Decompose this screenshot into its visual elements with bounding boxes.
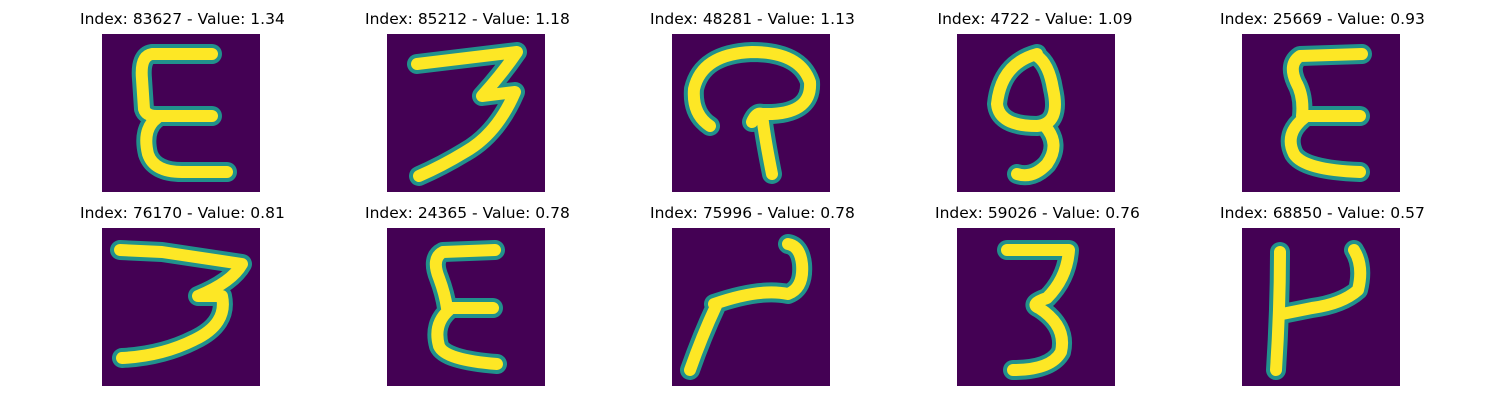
grid-cell-6: Index: 24365 - Value: 0.78 <box>365 204 570 386</box>
glyph-stroke-core <box>411 46 523 182</box>
digit-image-thumbnail <box>957 228 1115 386</box>
cell-title: Index: 83627 - Value: 1.34 <box>80 10 285 28</box>
digit-image-thumbnail <box>1242 228 1400 386</box>
digit-image-svg <box>102 228 260 386</box>
digit-image-thumbnail <box>672 34 830 192</box>
glyph-stroke-core <box>1270 244 1367 376</box>
grid-cell-2: Index: 48281 - Value: 1.13 <box>650 10 855 192</box>
digit-image-thumbnail <box>957 34 1115 192</box>
cell-title: Index: 4722 - Value: 1.09 <box>937 10 1133 28</box>
glyph-stroke-core <box>429 244 503 370</box>
cell-title: Index: 76170 - Value: 0.81 <box>80 204 285 222</box>
cell-title: Index: 75996 - Value: 0.78 <box>650 204 855 222</box>
digit-image-svg <box>672 34 830 192</box>
digit-image-svg <box>102 34 260 192</box>
digit-image-thumbnail <box>672 228 830 386</box>
digit-image-thumbnail <box>1242 34 1400 192</box>
cell-title: Index: 68850 - Value: 0.57 <box>1220 204 1425 222</box>
cell-title: Index: 48281 - Value: 1.13 <box>650 10 855 28</box>
grid-cell-0: Index: 83627 - Value: 1.34 <box>80 10 285 192</box>
glyph-stroke-core <box>114 244 248 364</box>
digit-image-svg <box>957 34 1115 192</box>
digit-image-svg <box>1242 228 1400 386</box>
grid-cell-8: Index: 59026 - Value: 0.76 <box>935 204 1140 386</box>
cell-title: Index: 25669 - Value: 0.93 <box>1220 10 1425 28</box>
grid-cell-3: Index: 4722 - Value: 1.09 <box>935 10 1135 192</box>
glyph-stroke-core <box>1284 48 1368 178</box>
grid-cell-9: Index: 68850 - Value: 0.57 <box>1220 204 1425 386</box>
digit-image-svg <box>672 228 830 386</box>
digit-image-svg <box>957 228 1115 386</box>
cell-title: Index: 85212 - Value: 1.18 <box>365 10 570 28</box>
digit-image-thumbnail <box>102 34 260 192</box>
digit-image-svg <box>1242 34 1400 192</box>
digit-image-thumbnail <box>387 34 545 192</box>
digit-image-thumbnail <box>102 228 260 386</box>
cell-title: Index: 24365 - Value: 0.78 <box>365 204 570 222</box>
glyph-stroke-core <box>684 238 809 376</box>
grid-cell-4: Index: 25669 - Value: 0.93 <box>1220 10 1425 192</box>
grid-cell-5: Index: 76170 - Value: 0.81 <box>80 204 285 386</box>
glyph-stroke-core <box>135 48 233 178</box>
glyph-stroke-core <box>1001 244 1075 376</box>
digit-image-svg <box>387 228 545 386</box>
glyph-stroke-core <box>687 46 817 180</box>
glyph-stroke-core <box>991 48 1061 182</box>
grid-cell-1: Index: 85212 - Value: 1.18 <box>365 10 570 192</box>
digit-image-thumbnail <box>387 228 545 386</box>
digit-image-svg <box>387 34 545 192</box>
cell-title: Index: 59026 - Value: 0.76 <box>935 204 1140 222</box>
grid-cell-7: Index: 75996 - Value: 0.78 <box>650 204 855 386</box>
